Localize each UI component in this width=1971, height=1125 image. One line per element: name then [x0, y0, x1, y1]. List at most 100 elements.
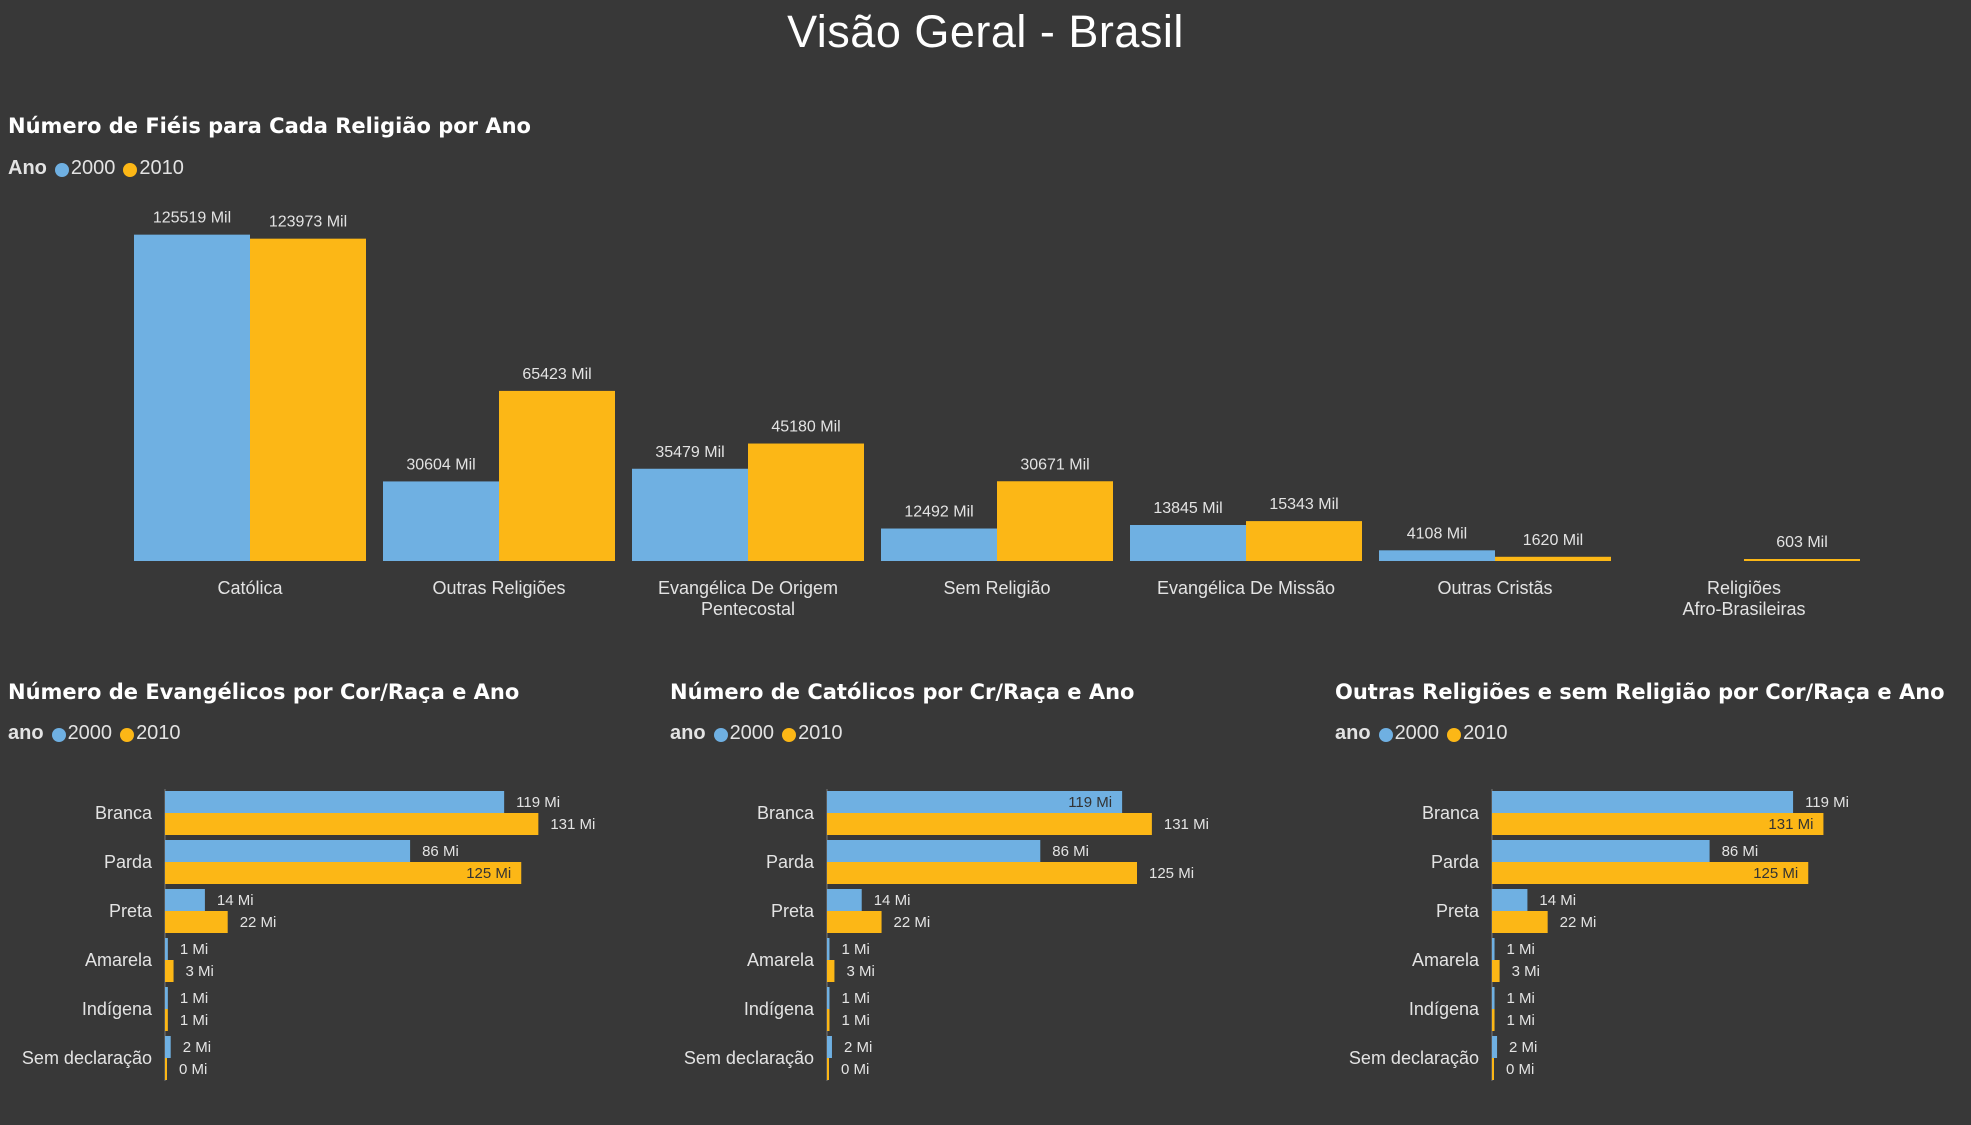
- bar-2000-5[interactable]: [1379, 550, 1495, 561]
- bar-2000-0[interactable]: [165, 791, 505, 813]
- legend-item-2000[interactable]: 2000: [51, 722, 112, 745]
- legend-label: 2010: [798, 722, 843, 744]
- bar-2010-5[interactable]: [1495, 556, 1611, 561]
- category-label: Indígena: [1409, 999, 1480, 1019]
- category-label: Outras Religiões: [432, 578, 565, 598]
- religions-chart-title: Número de Fiéis para Cada Religião por A…: [8, 114, 531, 138]
- data-label: 0 Mi: [179, 1061, 207, 1078]
- legend-item-2000[interactable]: 2000: [713, 722, 774, 745]
- bar-2010-3[interactable]: [997, 481, 1113, 561]
- page-title: Visão Geral - Brasil: [787, 6, 1184, 57]
- outras-bar-chart: Branca 119 Mi 131 Mi Parda 86 Mi 125 Mi Preta 1…: [1349, 789, 1849, 1081]
- bar-2000-0[interactable]: [134, 234, 250, 561]
- legend-dot-icon: [1378, 727, 1393, 742]
- bar-2010-3[interactable]: [827, 960, 835, 982]
- legend-label: 2010: [136, 722, 181, 744]
- category-label: Pentecostal: [701, 599, 795, 619]
- bar-2010-3[interactable]: [1492, 960, 1500, 982]
- bar-2000-4[interactable]: [1130, 525, 1246, 561]
- legend-title: ano: [1335, 722, 1371, 744]
- data-label: 2 Mi: [844, 1039, 872, 1056]
- data-label: 1 Mi: [180, 1012, 208, 1029]
- bar-2010-1[interactable]: [1492, 862, 1809, 884]
- data-label: 119 Mi: [1068, 794, 1112, 811]
- legend-item-2000[interactable]: 2000: [54, 157, 116, 180]
- bar-2010-1[interactable]: [827, 862, 1137, 884]
- bar-2000-3[interactable]: [1492, 938, 1495, 960]
- bar-2000-2[interactable]: [632, 468, 748, 561]
- bar-2010-1[interactable]: [499, 390, 615, 561]
- bar-2000-3[interactable]: [827, 938, 830, 960]
- bar-2010-5[interactable]: [1492, 1058, 1494, 1080]
- data-label: 125 Mi: [466, 865, 511, 882]
- religions-legend: Ano 2000 2010: [8, 157, 192, 180]
- data-label: 3 Mi: [846, 963, 874, 980]
- data-label: 45180 Mil: [771, 419, 840, 436]
- bar-2000-4[interactable]: [827, 987, 830, 1009]
- category-label: Amarela: [1412, 950, 1480, 970]
- bar-2010-0[interactable]: [250, 238, 366, 561]
- data-label: 125 Mi: [1149, 865, 1194, 882]
- bar-2000-2[interactable]: [1492, 889, 1528, 911]
- category-label: Católica: [217, 578, 283, 598]
- religions-bar-chart: 125519 Mil 123973 Mil Católica 30604 Mil 654…: [134, 210, 1860, 619]
- data-label: 123973 Mil: [269, 214, 347, 231]
- legend-label: 2010: [139, 157, 184, 179]
- bar-2000-0[interactable]: [1492, 791, 1794, 813]
- bar-2010-4[interactable]: [1492, 1009, 1495, 1031]
- category-label: Evangélica De Missão: [1157, 578, 1335, 598]
- legend-item-2010[interactable]: 2010: [1447, 722, 1508, 745]
- data-label: 30671 Mil: [1020, 456, 1089, 473]
- category-label: Sem declaração: [1349, 1048, 1479, 1068]
- data-label: 1 Mi: [1507, 1012, 1535, 1029]
- bar-2010-2[interactable]: [1492, 911, 1548, 933]
- bar-2010-0[interactable]: [165, 813, 539, 835]
- legend-dot-icon: [123, 162, 138, 177]
- bar-2000-2[interactable]: [165, 889, 205, 911]
- bar-2010-5[interactable]: [165, 1058, 167, 1080]
- bar-2000-5[interactable]: [1492, 1036, 1498, 1058]
- category-label: Sem Religião: [943, 578, 1050, 598]
- data-label: 131 Mi: [550, 816, 595, 833]
- bar-2010-2[interactable]: [165, 911, 228, 933]
- category-label: Branca: [757, 803, 815, 823]
- category-label: Amarela: [747, 950, 815, 970]
- bar-2000-3[interactable]: [881, 528, 997, 561]
- bar-2010-1[interactable]: [165, 862, 522, 884]
- bar-2010-4[interactable]: [165, 1009, 168, 1031]
- legend-title: ano: [670, 722, 706, 744]
- category-label: Afro-Brasileiras: [1682, 599, 1805, 619]
- data-label: 0 Mi: [1506, 1061, 1534, 1078]
- bar-2000-4[interactable]: [165, 987, 168, 1009]
- bar-2000-5[interactable]: [827, 1036, 832, 1058]
- category-label: Religiões: [1707, 578, 1781, 598]
- bar-2000-1[interactable]: [1492, 840, 1710, 862]
- bar-2010-2[interactable]: [827, 911, 882, 933]
- bar-2010-4[interactable]: [827, 1009, 830, 1031]
- legend-item-2000[interactable]: 2000: [1378, 722, 1439, 745]
- bar-2010-6[interactable]: [1744, 559, 1860, 561]
- bar-2010-0[interactable]: [827, 813, 1152, 835]
- bar-2010-0[interactable]: [1492, 813, 1824, 835]
- bar-2010-4[interactable]: [1246, 521, 1362, 561]
- legend-label: 2000: [70, 157, 116, 179]
- bar-2010-5[interactable]: [827, 1058, 829, 1080]
- legend-item-2010[interactable]: 2010: [120, 722, 181, 745]
- bar-2000-2[interactable]: [827, 889, 862, 911]
- category-label: Preta: [1436, 901, 1480, 921]
- bar-2000-1[interactable]: [165, 840, 411, 862]
- category-label: Preta: [771, 901, 815, 921]
- bar-2000-0[interactable]: [827, 791, 1123, 813]
- catolicos-legend: ano 2000 2010: [670, 722, 851, 745]
- category-label: Parda: [104, 852, 153, 872]
- bar-2000-4[interactable]: [1492, 987, 1495, 1009]
- bar-2000-3[interactable]: [165, 938, 168, 960]
- bar-2000-1[interactable]: [827, 840, 1041, 862]
- bar-2000-5[interactable]: [165, 1036, 171, 1058]
- legend-item-2010[interactable]: 2010: [782, 722, 843, 745]
- bar-2010-3[interactable]: [165, 960, 174, 982]
- bar-2010-2[interactable]: [748, 443, 864, 561]
- legend-item-2010[interactable]: 2010: [123, 157, 184, 180]
- legend-dot-icon: [782, 727, 797, 742]
- bar-2000-1[interactable]: [383, 481, 499, 561]
